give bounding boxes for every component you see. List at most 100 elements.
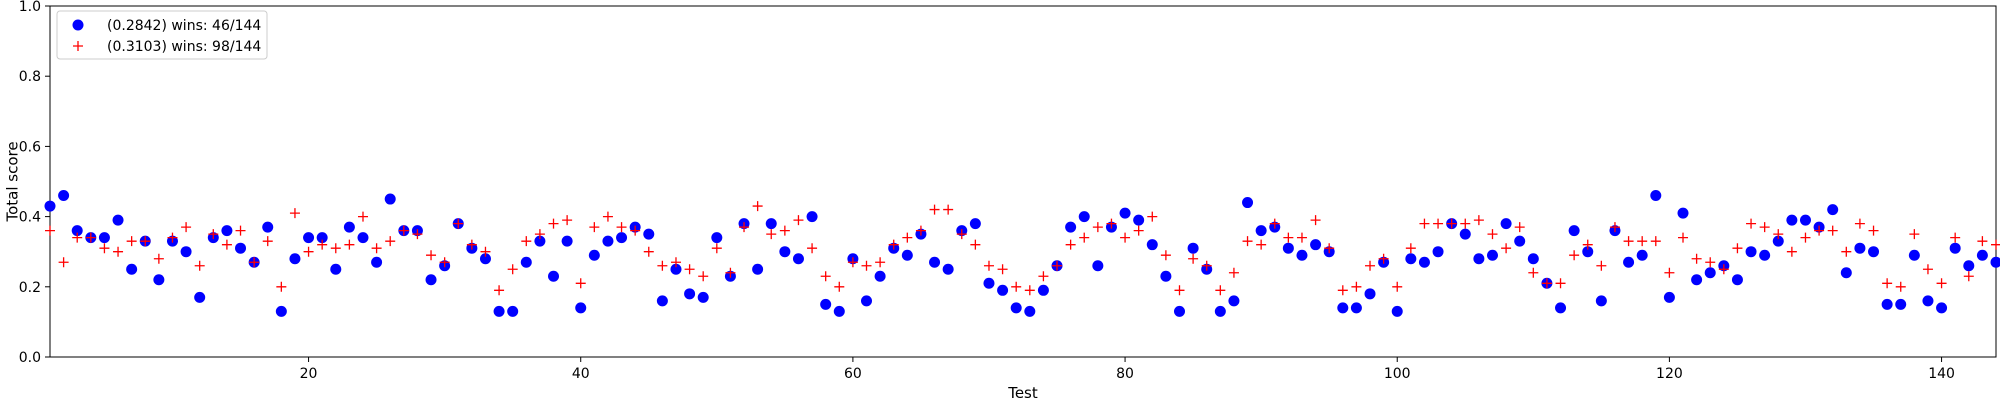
data-point-circle (752, 263, 764, 275)
data-point-plus (1800, 232, 1811, 243)
legend: (0.2842) wins: 46/144 (0.3103) wins: 98/… (56, 10, 268, 60)
data-point-plus (548, 218, 559, 229)
data-point-circle (1963, 260, 1975, 272)
data-point-circle (1854, 242, 1866, 254)
data-point-plus (1569, 250, 1580, 261)
data-point-plus (1133, 225, 1144, 236)
data-point-plus (956, 229, 967, 240)
data-point-circle (1500, 218, 1512, 230)
data-point-plus (1215, 285, 1226, 296)
data-point-plus (1854, 218, 1865, 229)
data-point-plus (357, 211, 368, 222)
data-point-circle (126, 263, 138, 275)
data-point-circle (874, 270, 886, 282)
data-point-plus (562, 215, 573, 226)
x-tick-label: 20 (300, 366, 318, 382)
x-tick-label: 120 (1656, 366, 1683, 382)
data-point-circle (806, 211, 818, 223)
data-point-plus (1691, 253, 1702, 264)
data-point-plus (439, 257, 450, 268)
data-point-circle (289, 253, 301, 265)
data-point-circle (1391, 305, 1403, 317)
data-point-plus (126, 236, 137, 247)
data-point-circle (1908, 249, 1920, 261)
data-point-plus (1405, 243, 1416, 254)
data-point-plus (1433, 218, 1444, 229)
data-point-plus (1827, 225, 1838, 236)
data-point-plus (1120, 232, 1131, 243)
data-point-circle (1282, 242, 1294, 254)
data-point-plus (1011, 281, 1022, 292)
x-tick-label: 40 (572, 366, 590, 382)
data-point-circle (1568, 225, 1580, 237)
data-point-circle (1840, 267, 1852, 279)
data-point-plus (466, 239, 477, 250)
data-point-plus (153, 253, 164, 264)
data-point-circle (1255, 225, 1267, 237)
data-point-circle (98, 232, 110, 244)
data-point-plus (902, 232, 913, 243)
data-point-circle (1133, 214, 1145, 226)
data-point-plus (739, 222, 750, 233)
data-point-plus (1324, 243, 1335, 254)
data-point-circle (1214, 305, 1226, 317)
data-point-circle (1065, 221, 1077, 233)
data-point-plus (1609, 222, 1620, 233)
data-point-plus (58, 257, 69, 268)
data-point-circle (507, 305, 519, 317)
data-point-plus (1841, 246, 1852, 257)
data-point-plus (861, 260, 872, 271)
data-point-circle (1786, 214, 1798, 226)
data-point-plus (929, 204, 940, 215)
data-point-plus (140, 236, 151, 247)
data-point-plus (1351, 281, 1362, 292)
data-point-circle (1677, 207, 1689, 219)
data-point-plus (820, 271, 831, 282)
data-point-circle (1337, 302, 1349, 314)
data-point-plus (317, 239, 328, 250)
data-point-plus (303, 246, 314, 257)
data-point-plus (943, 204, 954, 215)
data-point-circle (303, 232, 315, 244)
data-point-plus (113, 246, 124, 257)
data-point-plus (521, 236, 532, 247)
data-point-circle (44, 200, 56, 212)
data-point-circle (1595, 295, 1607, 307)
data-point-plus (412, 229, 423, 240)
data-point-plus (1814, 225, 1825, 236)
data-point-circle (1663, 291, 1675, 303)
data-point-plus (1705, 257, 1716, 268)
data-point-plus (1678, 232, 1689, 243)
data-point-circle (616, 232, 628, 244)
data-point-plus (1106, 218, 1117, 229)
data-point-circle (1405, 253, 1417, 265)
data-point-circle (1187, 242, 1199, 254)
data-point-plus (1174, 285, 1185, 296)
data-point-plus (1664, 267, 1675, 278)
legend-box (56, 10, 268, 60)
data-point-circle (1432, 246, 1444, 258)
data-point-plus (834, 281, 845, 292)
data-point-circle (656, 295, 668, 307)
data-point-plus (1732, 243, 1743, 254)
data-point-circle (643, 228, 655, 240)
data-point-circle (1418, 256, 1430, 268)
data-point-circle (969, 218, 981, 230)
data-point-circle (479, 253, 491, 265)
data-point-plus (276, 281, 287, 292)
data-point-circle (1078, 211, 1090, 223)
data-point-plus (507, 264, 518, 275)
data-point-circle (1731, 274, 1743, 286)
data-point-plus (249, 257, 260, 268)
data-point-plus (1922, 264, 1933, 275)
data-point-plus (657, 260, 668, 271)
data-point-circle (180, 246, 192, 258)
data-point-plus (453, 218, 464, 229)
data-point-circle (1990, 256, 2000, 268)
data-point-plus (1718, 264, 1729, 275)
data-point-plus (684, 264, 695, 275)
data-point-plus (480, 246, 491, 257)
data-point-circle (1555, 302, 1567, 314)
data-point-plus (1936, 278, 1947, 289)
